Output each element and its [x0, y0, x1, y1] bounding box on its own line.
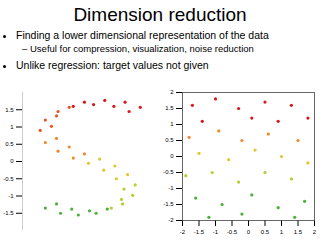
svg-text:-2: -2 [180, 229, 186, 235]
svg-text:0: 0 [10, 158, 14, 164]
svg-text:1: 1 [280, 229, 284, 235]
svg-text:0: 0 [170, 153, 174, 159]
svg-text:1.5: 1.5 [165, 105, 174, 111]
svg-text:-1: -1 [213, 229, 219, 235]
html-text:Dimension reduction: Dimension reduction [73, 4, 247, 25]
svg-text:-1.5: -1.5 [163, 201, 174, 207]
html-text:Finding a lower dimensional re: Finding a lower dimensional representati… [16, 29, 269, 41]
svg-text:-0.5: -0.5 [3, 176, 14, 182]
svg-text:-1: -1 [8, 193, 14, 199]
svg-text:-0.5: -0.5 [227, 229, 238, 235]
svg-text:1: 1 [170, 121, 174, 127]
svg-text:0.5: 0.5 [5, 141, 14, 147]
svg-text:0: 0 [247, 229, 251, 235]
svg-text:0.5: 0.5 [261, 229, 270, 235]
html-text:Unlike regression: target valu: Unlike regression: target values not giv… [16, 59, 209, 71]
svg-text:2: 2 [313, 229, 317, 235]
svg-text:2: 2 [170, 89, 174, 95]
svg-text:1.5: 1.5 [294, 229, 303, 235]
html-text:Useful for compression, visual: Useful for compression, visualization, n… [30, 43, 254, 54]
svg-text:-0.5: -0.5 [163, 169, 174, 175]
svg-text:0.5: 0.5 [165, 137, 174, 143]
svg-text:1.5: 1.5 [5, 107, 14, 113]
svg-text:-1.5: -1.5 [3, 210, 14, 216]
svg-text:-2: -2 [168, 217, 174, 223]
svg-text:-1.5: -1.5 [194, 229, 205, 235]
svg-text:1: 1 [10, 124, 14, 130]
svg-text:-1: -1 [168, 185, 174, 191]
